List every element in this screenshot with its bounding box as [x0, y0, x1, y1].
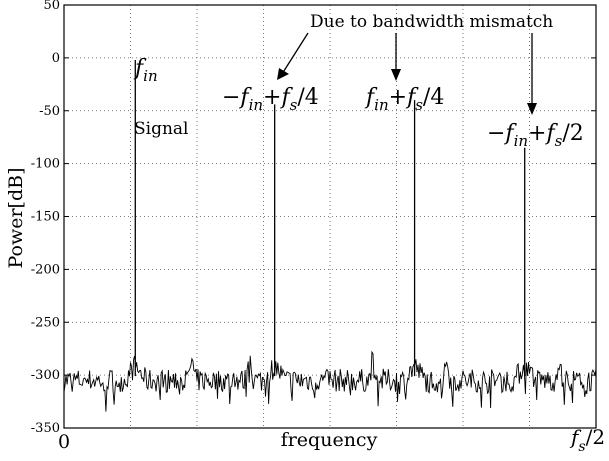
y-tick-label: -350 — [31, 421, 60, 436]
img2-plus: + — [389, 85, 407, 110]
grid — [64, 5, 596, 428]
img1-sub: in — [249, 96, 263, 114]
fin-label-sub: in — [143, 67, 157, 85]
plot-frame — [63, 4, 597, 429]
annotation-text: Due to bandwidth mismatch — [310, 12, 553, 32]
arrowhead-img1 — [277, 68, 289, 80]
img2-label: fin+fs/4 — [364, 85, 444, 114]
img3-label: −fin+fs/2 — [487, 121, 584, 150]
img3-plus: + — [528, 121, 546, 146]
y-tick-label: -200 — [31, 262, 60, 277]
img3-fs-sub: s — [555, 132, 563, 150]
img3-sub: in — [514, 132, 528, 150]
x-end-tail: /2 — [586, 425, 605, 449]
img1-label: −fin+fs/4 — [222, 85, 319, 114]
spectrum-trace — [63, 59, 597, 412]
arrowhead-img3 — [527, 103, 537, 115]
axes — [63, 4, 597, 429]
arrow-to-img1 — [281, 32, 309, 75]
img2-div: /4 — [423, 85, 444, 110]
signal-label: Signal — [134, 119, 189, 139]
y-tick-label: -250 — [31, 315, 60, 330]
img1-div: /4 — [297, 85, 318, 110]
img3-main: −f — [487, 121, 517, 146]
y-tick-label: -50 — [39, 104, 60, 119]
x-end-sub: s — [578, 439, 585, 455]
x-axis-label: frequency — [281, 429, 378, 451]
arrowhead-img2 — [391, 69, 401, 81]
img3-div: /2 — [562, 121, 583, 146]
img2-sub: in — [374, 96, 388, 114]
img1-plus: + — [263, 85, 281, 110]
y-tick-label: -300 — [31, 368, 60, 383]
img1-main: −f — [222, 85, 252, 110]
noise-floor-trace — [63, 350, 597, 412]
img2-fs-sub: s — [415, 96, 423, 114]
y-tick-label: 0 — [52, 51, 60, 66]
y-tick-label: -100 — [31, 157, 60, 172]
x-tick-label: 0 — [58, 431, 70, 453]
img1-fs-sub: s — [290, 96, 298, 114]
y-axis-label: Power[dB] — [5, 168, 27, 269]
y-tick-label: -150 — [31, 210, 60, 225]
y-tick-label: 50 — [43, 0, 60, 13]
annotation-arrows — [277, 32, 537, 115]
